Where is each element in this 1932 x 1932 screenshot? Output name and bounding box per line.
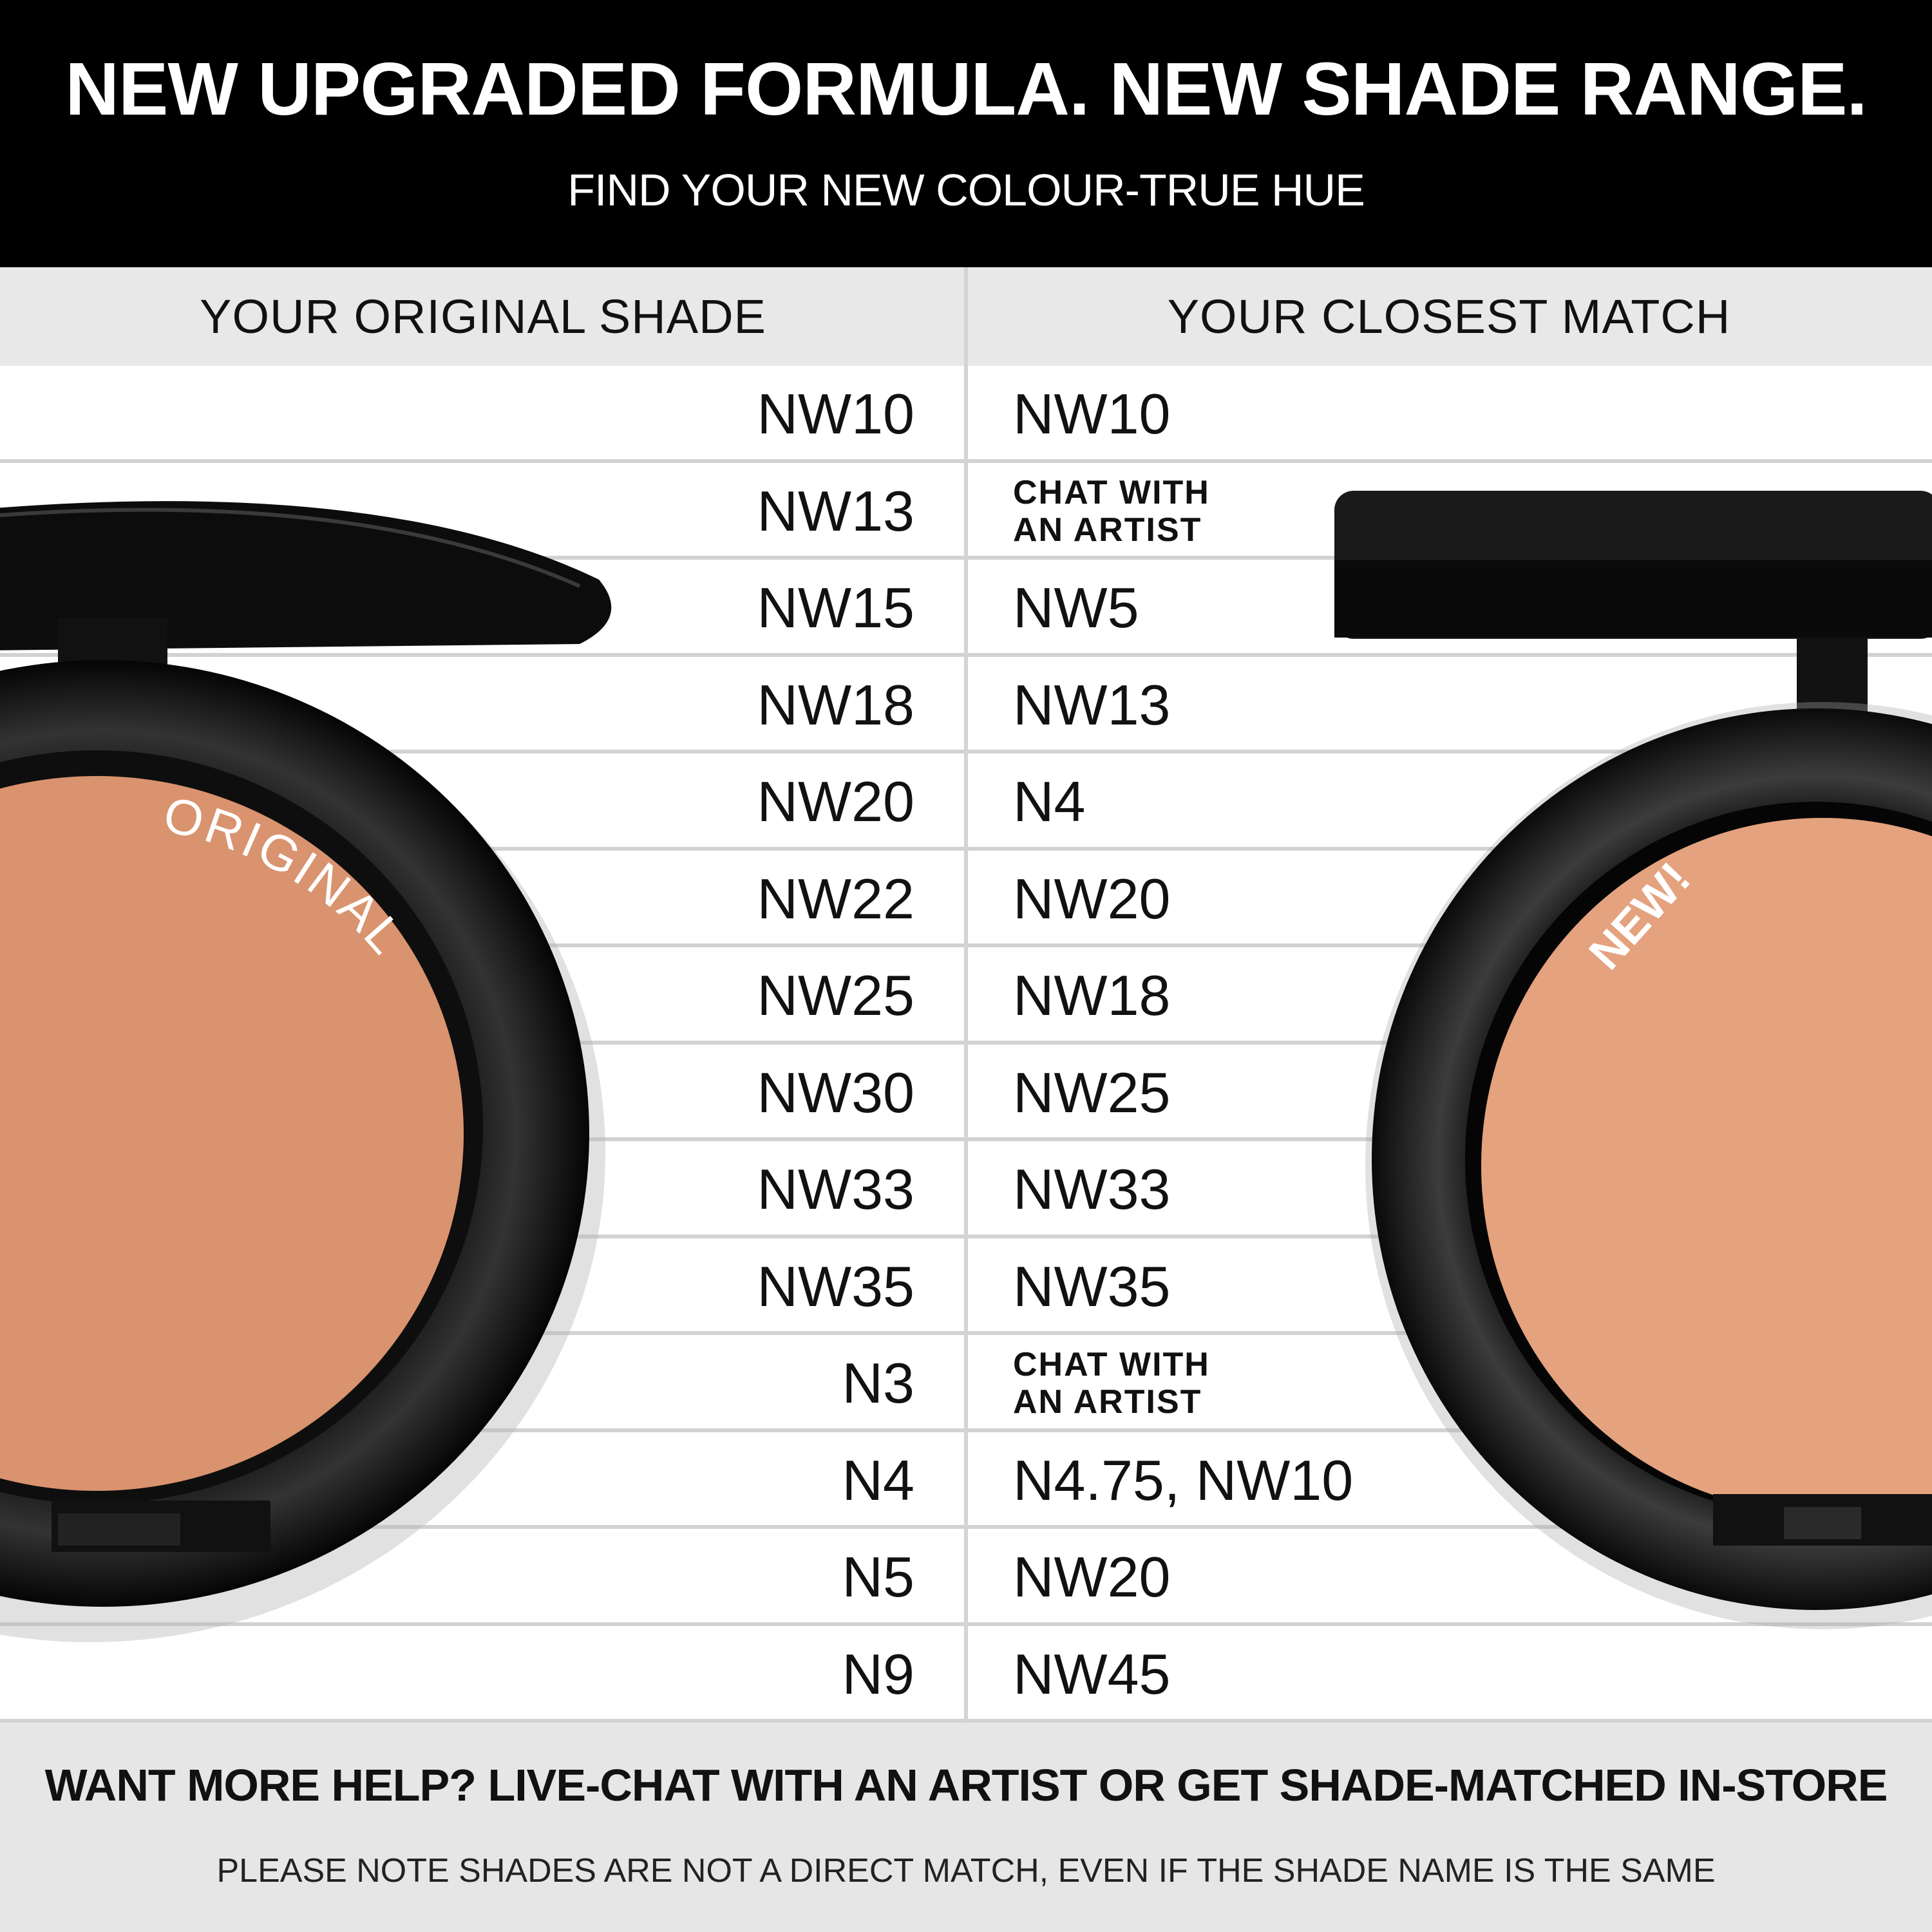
- closest-match-shade: NW25: [1013, 1060, 1171, 1124]
- chat-with-artist-note: CHAT WITH AN ARTIST: [1013, 1346, 1210, 1421]
- original-shade: NW13: [757, 478, 915, 543]
- column-header-original: YOUR ORIGINAL SHADE: [200, 290, 766, 343]
- subheadline: FIND YOUR NEW COLOUR-TRUE HUE: [567, 165, 1365, 215]
- closest-match-shade: N4.75, NW10: [1013, 1448, 1354, 1512]
- closest-match-shade: NW45: [1013, 1642, 1171, 1706]
- original-shade: NW15: [757, 576, 915, 639]
- original-shade: N3: [842, 1351, 915, 1415]
- headline: NEW UPGRADED FORMULA. NEW SHADE RANGE.: [65, 47, 1868, 131]
- original-shade: NW30: [757, 1060, 915, 1124]
- closest-match-shade: NW5: [1013, 576, 1139, 639]
- closest-match-shade: NW20: [1013, 866, 1171, 931]
- column-divider: [964, 267, 968, 1723]
- closest-match-shade: NW18: [1013, 963, 1171, 1027]
- original-shade: N9: [842, 1642, 915, 1706]
- closest-match-shade: NW35: [1013, 1254, 1171, 1318]
- original-shade: NW25: [757, 963, 915, 1027]
- closest-match-shade: NW13: [1013, 672, 1171, 737]
- chat-with-artist-note: CHAT WITH AN ARTIST: [1013, 473, 1210, 549]
- original-shade: NW20: [757, 770, 915, 833]
- closest-match-shade: NW10: [1013, 382, 1171, 446]
- header-banner: NEW UPGRADED FORMULA. NEW SHADE RANGE. F…: [0, 0, 1932, 267]
- original-shade: NW18: [757, 672, 915, 737]
- original-shade: NW35: [757, 1254, 915, 1318]
- closest-match-shade: N4: [1013, 770, 1086, 833]
- disclaimer: PLEASE NOTE SHADES ARE NOT A DIRECT MATC…: [216, 1852, 1716, 1889]
- column-header-match: YOUR CLOSEST MATCH: [1167, 290, 1731, 343]
- footer: WANT MORE HELP? LIVE-CHAT WITH AN ARTIST…: [0, 1723, 1932, 1932]
- closest-match-shade: NW33: [1013, 1157, 1171, 1221]
- help-text: WANT MORE HELP? LIVE-CHAT WITH AN ARTIST…: [44, 1760, 1888, 1810]
- original-shade: NW22: [757, 866, 915, 931]
- closest-match-shade: NW20: [1013, 1545, 1171, 1609]
- original-shade: NW10: [757, 382, 915, 446]
- original-shade: N5: [842, 1545, 915, 1609]
- original-shade: N4: [842, 1448, 915, 1512]
- original-shade: NW33: [757, 1157, 915, 1221]
